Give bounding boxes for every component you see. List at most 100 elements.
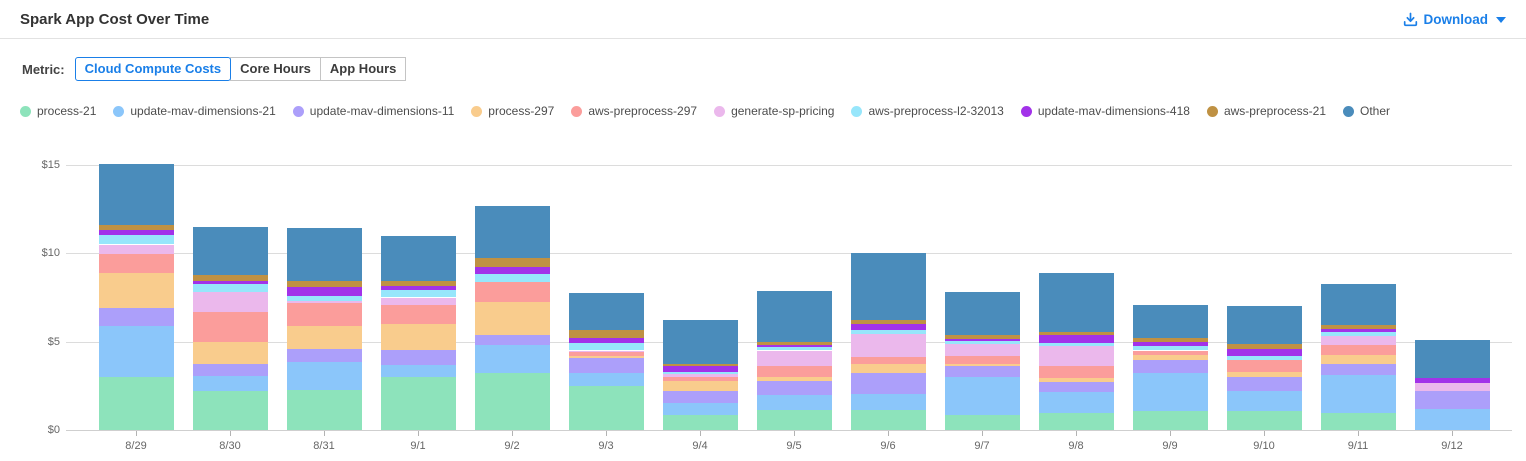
bar-segment-other-9-12[interactable] — [1415, 339, 1490, 378]
bar-segment-update-mav-dimensions-11-9-4[interactable] — [663, 391, 738, 403]
bar-segment-process-297-8-29[interactable] — [99, 272, 174, 309]
bar-segment-aws-preprocess-l2-32013-9-9[interactable] — [1133, 346, 1208, 351]
bar-segment-update-mav-dimensions-11-9-2[interactable] — [475, 334, 550, 346]
bar-segment-aws-preprocess-21-9-4[interactable] — [663, 363, 738, 367]
bar-segment-aws-preprocess-21-9-11[interactable] — [1321, 324, 1396, 330]
bar-segment-aws-preprocess-297-9-7[interactable] — [945, 355, 1020, 364]
bar-segment-generate-sp-pricing-9-7[interactable] — [945, 344, 1020, 356]
bar-segment-aws-preprocess-21-9-8[interactable] — [1039, 331, 1114, 336]
bar-segment-generate-sp-pricing-9-4[interactable] — [663, 374, 738, 377]
bar-segment-other-9-2[interactable] — [475, 205, 550, 258]
bar-segment-generate-sp-pricing-9-1[interactable] — [381, 297, 456, 305]
bar-segment-aws-preprocess-l2-32013-9-11[interactable] — [1321, 331, 1396, 337]
bar-segment-process-21-9-10[interactable] — [1227, 410, 1302, 430]
bar-segment-other-9-5[interactable] — [757, 291, 832, 342]
bar-segment-process-21-9-1[interactable] — [381, 377, 456, 430]
bar-segment-process-21-9-11[interactable] — [1321, 413, 1396, 430]
bar-segment-process-297-8-30[interactable] — [193, 341, 268, 364]
bar-segment-process-297-8-31[interactable] — [287, 325, 362, 349]
bar-segment-process-297-9-3[interactable] — [569, 355, 644, 359]
bar-segment-update-mav-dimensions-21-9-5[interactable] — [757, 394, 832, 410]
bar-segment-update-mav-dimensions-418-8-29[interactable] — [99, 230, 174, 235]
legend-item-process-21[interactable]: process-21 — [20, 104, 96, 118]
bar-segment-aws-preprocess-l2-32013-9-8[interactable] — [1039, 342, 1114, 347]
bar-segment-update-mav-dimensions-418-9-12[interactable] — [1415, 377, 1490, 384]
bar-segment-process-297-9-7[interactable] — [945, 363, 1020, 367]
bar-segment-aws-preprocess-21-9-5[interactable] — [757, 341, 832, 346]
bar-segment-update-mav-dimensions-418-9-8[interactable] — [1039, 335, 1114, 343]
bar-segment-update-mav-dimensions-11-9-10[interactable] — [1227, 377, 1302, 392]
bar-segment-aws-preprocess-297-9-5[interactable] — [757, 366, 832, 377]
bar-segment-aws-preprocess-297-9-4[interactable] — [663, 377, 738, 382]
legend-item-generate-sp-pricing[interactable]: generate-sp-pricing — [714, 104, 834, 118]
bar-segment-generate-sp-pricing-8-30[interactable] — [193, 292, 268, 312]
bar-segment-other-9-1[interactable] — [381, 235, 456, 281]
metric-tab-cloud-compute-costs[interactable]: Cloud Compute Costs — [74, 57, 232, 81]
bar-segment-update-mav-dimensions-418-8-31[interactable] — [287, 286, 362, 296]
metric-tab-app-hours[interactable]: App Hours — [319, 57, 407, 81]
bar-segment-process-21-9-7[interactable] — [945, 414, 1020, 430]
bar-segment-generate-sp-pricing-9-8[interactable] — [1039, 346, 1114, 366]
legend-item-aws-preprocess-297[interactable]: aws-preprocess-297 — [571, 104, 697, 118]
bar-segment-process-297-9-4[interactable] — [663, 381, 738, 392]
bar-segment-update-mav-dimensions-21-9-3[interactable] — [569, 372, 644, 386]
bar-segment-process-297-9-8[interactable] — [1039, 377, 1114, 383]
bar-segment-other-9-7[interactable] — [945, 292, 1020, 335]
bar-segment-aws-preprocess-297-8-31[interactable] — [287, 302, 362, 326]
bar-segment-update-mav-dimensions-21-8-31[interactable] — [287, 361, 362, 391]
bar-segment-aws-preprocess-l2-32013-8-31[interactable] — [287, 295, 362, 302]
bar-segment-process-297-9-10[interactable] — [1227, 371, 1302, 377]
bar-segment-update-mav-dimensions-418-9-3[interactable] — [569, 338, 644, 344]
bar-segment-aws-preprocess-297-9-2[interactable] — [475, 281, 550, 302]
bar-segment-process-21-8-30[interactable] — [193, 391, 268, 430]
legend-item-aws-preprocess-l2-32013[interactable]: aws-preprocess-l2-32013 — [851, 104, 1004, 118]
bar-segment-aws-preprocess-21-8-29[interactable] — [99, 225, 174, 231]
bar-segment-aws-preprocess-21-9-6[interactable] — [851, 319, 926, 324]
bar-segment-update-mav-dimensions-418-9-6[interactable] — [851, 324, 926, 331]
bar-segment-other-9-8[interactable] — [1039, 272, 1114, 332]
bar-segment-generate-sp-pricing-9-5[interactable] — [757, 350, 832, 367]
bar-segment-other-8-31[interactable] — [287, 227, 362, 281]
bar-segment-process-21-8-29[interactable] — [99, 377, 174, 430]
bar-segment-aws-preprocess-297-8-30[interactable] — [193, 311, 268, 342]
bar-segment-process-297-9-9[interactable] — [1133, 354, 1208, 361]
bar-segment-other-9-10[interactable] — [1227, 306, 1302, 345]
bar-segment-update-mav-dimensions-21-9-11[interactable] — [1321, 375, 1396, 414]
bar-segment-update-mav-dimensions-11-9-11[interactable] — [1321, 363, 1396, 376]
bar-segment-generate-sp-pricing-9-11[interactable] — [1321, 336, 1396, 346]
bar-segment-aws-preprocess-l2-32013-9-7[interactable] — [945, 340, 1020, 345]
legend-item-other[interactable]: Other — [1343, 104, 1390, 118]
bar-segment-process-297-9-11[interactable] — [1321, 354, 1396, 364]
bar-segment-aws-preprocess-297-9-8[interactable] — [1039, 365, 1114, 378]
bar-segment-update-mav-dimensions-11-9-9[interactable] — [1133, 360, 1208, 374]
bar-segment-update-mav-dimensions-418-9-7[interactable] — [945, 339, 1020, 341]
bar-segment-other-8-30[interactable] — [193, 226, 268, 275]
bar-segment-generate-sp-pricing-8-29[interactable] — [99, 244, 174, 255]
bar-segment-update-mav-dimensions-21-8-29[interactable] — [99, 325, 174, 377]
bar-segment-aws-preprocess-l2-32013-8-29[interactable] — [99, 234, 174, 245]
bar-segment-aws-preprocess-297-9-3[interactable] — [569, 352, 644, 356]
bar-segment-update-mav-dimensions-21-9-10[interactable] — [1227, 391, 1302, 411]
bar-segment-update-mav-dimensions-21-8-30[interactable] — [193, 376, 268, 392]
bar-segment-other-9-9[interactable] — [1133, 304, 1208, 339]
bar-segment-update-mav-dimensions-21-9-6[interactable] — [851, 393, 926, 410]
bar-segment-update-mav-dimensions-11-8-29[interactable] — [99, 308, 174, 326]
download-button[interactable]: Download — [1399, 10, 1511, 29]
bar-segment-aws-preprocess-297-8-29[interactable] — [99, 254, 174, 273]
bar-segment-aws-preprocess-21-9-2[interactable] — [475, 257, 550, 268]
bar-segment-update-mav-dimensions-11-9-7[interactable] — [945, 366, 1020, 377]
bar-segment-update-mav-dimensions-418-9-5[interactable] — [757, 345, 832, 347]
bar-segment-update-mav-dimensions-418-8-30[interactable] — [193, 280, 268, 285]
bar-segment-other-9-3[interactable] — [569, 293, 644, 331]
bar-segment-generate-sp-pricing-9-6[interactable] — [851, 333, 926, 357]
bar-segment-process-21-9-4[interactable] — [663, 414, 738, 430]
bar-segment-other-9-4[interactable] — [663, 319, 738, 364]
bar-segment-aws-preprocess-21-8-31[interactable] — [287, 280, 362, 287]
bar-segment-generate-sp-pricing-9-12[interactable] — [1415, 383, 1490, 392]
bar-segment-aws-preprocess-l2-32013-9-1[interactable] — [381, 289, 456, 298]
bar-segment-update-mav-dimensions-418-9-11[interactable] — [1321, 329, 1396, 332]
bar-segment-aws-preprocess-21-9-10[interactable] — [1227, 344, 1302, 349]
bar-segment-process-21-9-6[interactable] — [851, 409, 926, 430]
bar-segment-update-mav-dimensions-21-9-7[interactable] — [945, 377, 1020, 415]
bar-segment-aws-preprocess-297-9-10[interactable] — [1227, 360, 1302, 372]
